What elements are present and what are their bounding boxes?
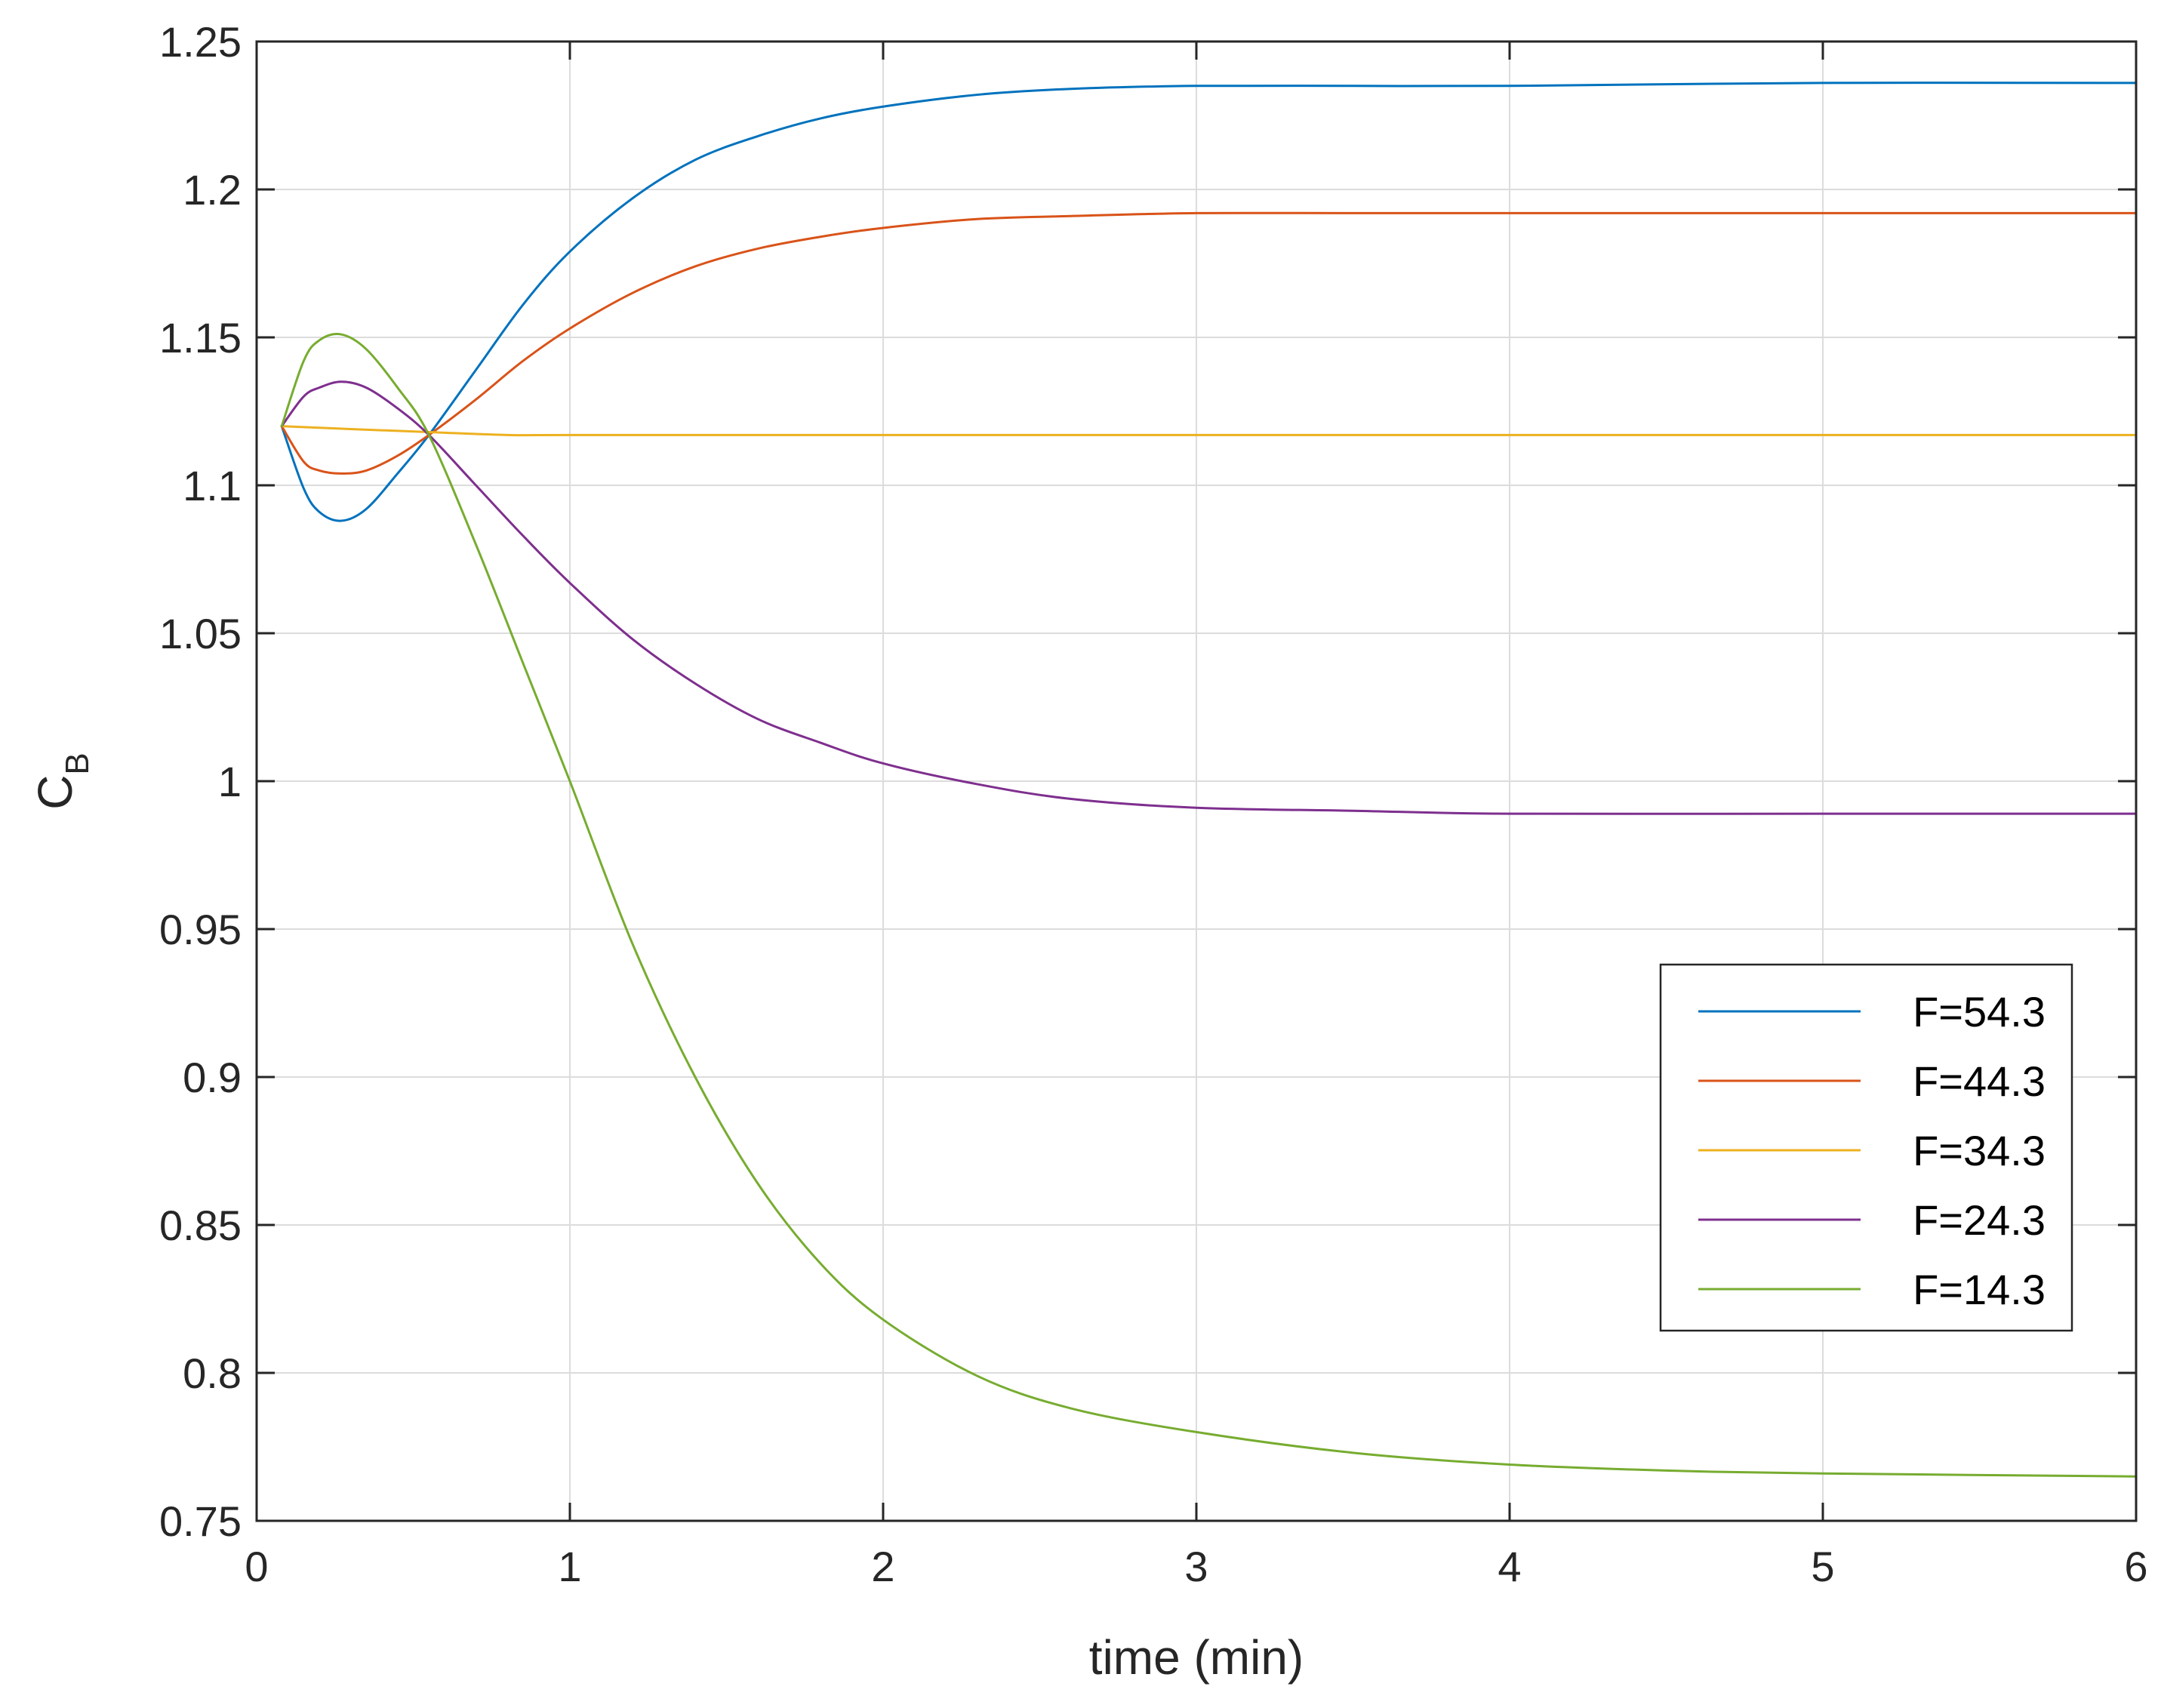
legend-label-f-54-3: F=54.3 <box>1913 988 2046 1036</box>
x-tick-label: 4 <box>1498 1543 1521 1590</box>
series-line-f-24-3 <box>280 380 2138 815</box>
y-tick-label: 1.2 <box>183 166 242 214</box>
x-tick-labels: 0 1 2 3 4 5 6 <box>245 1543 2147 1590</box>
y-tick-label: 1.25 <box>159 18 242 66</box>
x-tick-label: 6 <box>2124 1543 2147 1590</box>
y-tick-label: 1.05 <box>159 610 242 657</box>
legend-box <box>1659 963 2073 1332</box>
y-tick-label: 1 <box>218 758 242 805</box>
y-tick-label: 0.95 <box>159 906 242 953</box>
legend-label-f-34-3: F=34.3 <box>1913 1127 2046 1174</box>
series-line-f-34-3 <box>280 425 2138 437</box>
legend-label-f-14-3: F=14.3 <box>1913 1266 2046 1313</box>
x-tick-label: 5 <box>1811 1543 1834 1590</box>
y-axis-label-sub: B <box>59 752 96 774</box>
y-axis-label: CB <box>28 752 96 810</box>
legend-label-f-24-3: F=24.3 <box>1913 1196 2046 1244</box>
y-tick-label: 0.75 <box>159 1497 242 1545</box>
y-tick-label: 0.8 <box>183 1349 242 1397</box>
y-tick-label: 0.9 <box>183 1054 242 1101</box>
x-tick-label: 1 <box>558 1543 581 1590</box>
tick-marks <box>255 40 2138 1522</box>
legend-label-f-44-3: F=44.3 <box>1913 1057 2046 1105</box>
y-tick-label: 1.15 <box>159 314 242 362</box>
y-tick-labels: 0.75 0.8 0.85 0.9 0.95 1 1.05 1.1 1.15 1.2 1.25 <box>159 18 242 1545</box>
svg-text:CB: CB <box>28 752 96 810</box>
x-axis-label: time (min) <box>1089 1630 1304 1685</box>
x-tick-label: 3 <box>1184 1543 1208 1590</box>
legend: F=54.3 F=44.3 F=34.3 F=24.3 F=14.3 <box>1659 963 2073 1332</box>
series-line-f-44-3 <box>280 211 2138 475</box>
y-axis-label-main: C <box>28 775 82 810</box>
series-line-f-54-3 <box>280 82 2138 522</box>
x-tick-label: 2 <box>871 1543 894 1590</box>
y-tick-label: 1.1 <box>183 462 242 509</box>
y-tick-label: 0.85 <box>159 1202 242 1249</box>
series-layer <box>280 82 2138 1478</box>
x-tick-label: 0 <box>245 1543 268 1590</box>
series-line-f-14-3 <box>280 333 2138 1478</box>
